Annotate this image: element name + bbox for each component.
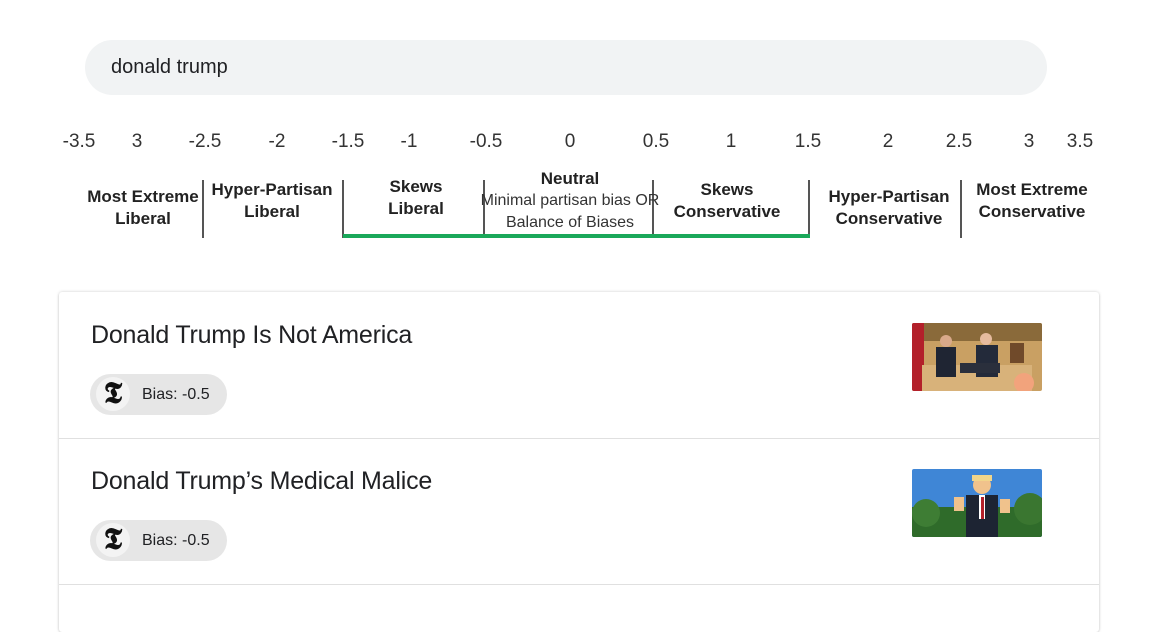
- results-list: Donald Trump Is Not America 𝕿 Bias: -0.5…: [59, 292, 1099, 632]
- scale-tick: -0.5: [469, 131, 503, 152]
- bias-label: Bias: -0.5: [142, 386, 210, 403]
- nyt-logo-icon: 𝕿: [96, 523, 130, 557]
- article-title[interactable]: Donald Trump’s Medical Malice: [91, 467, 433, 495]
- scale-tick: 1: [725, 131, 737, 152]
- bias-scale: -3.5 3 -2.5 -2 -1.5 -1 -0.5 0 0.5 1 1.5 …: [0, 125, 1155, 255]
- scale-divider: [483, 180, 485, 238]
- scale-tick: -2: [268, 131, 286, 152]
- category-neutral: Neutral Minimal partisan bias OR Balance…: [480, 169, 660, 231]
- balanced-range-highlight: [343, 234, 810, 238]
- category-skews-conservative: Skews Conservative: [673, 180, 781, 221]
- scale-tick: 3: [131, 131, 143, 152]
- bias-label: Bias: -0.5: [142, 532, 210, 549]
- scale-divider: [202, 180, 204, 238]
- category-most-extreme-liberal: Most Extreme Liberal: [87, 187, 199, 228]
- scale-tick: 0: [564, 131, 576, 152]
- category-hyper-partisan-liberal: Hyper-Partisan Liberal: [211, 180, 333, 221]
- search-bar[interactable]: [85, 40, 1047, 95]
- category-most-extreme-conservative: Most Extreme Conservative: [976, 180, 1088, 221]
- scale-tick: 3: [1023, 131, 1035, 152]
- nyt-logo-icon: 𝕿: [96, 377, 130, 411]
- scale-tick: 2: [882, 131, 894, 152]
- article-title[interactable]: Donald Trump Is Not America: [91, 321, 413, 349]
- scale-divider: [652, 180, 654, 238]
- search-input[interactable]: [111, 40, 1011, 95]
- article-thumbnail[interactable]: [912, 323, 1042, 391]
- scale-tick: -2.5: [188, 131, 222, 152]
- scale-tick: 2.5: [945, 131, 973, 152]
- scale-tick: 0.5: [642, 131, 670, 152]
- article-item[interactable]: Donald Trump Is Not America 𝕿 Bias: -0.5: [59, 292, 1099, 439]
- bias-chip[interactable]: 𝕿 Bias: -0.5: [90, 374, 227, 415]
- article-thumbnail[interactable]: [912, 469, 1042, 537]
- category-skews-liberal: Skews Liberal: [388, 177, 444, 218]
- scale-tick: 1.5: [794, 131, 822, 152]
- scale-divider: [960, 180, 962, 238]
- category-hyper-partisan-conservative: Hyper-Partisan Conservative: [828, 187, 950, 228]
- scale-tick: -1: [400, 131, 418, 152]
- scale-divider: [342, 180, 344, 238]
- scale-tick: -3.5: [62, 131, 96, 152]
- bias-chip[interactable]: 𝕿 Bias: -0.5: [90, 520, 227, 561]
- scale-tick: -1.5: [331, 131, 365, 152]
- scale-tick: 3.5: [1066, 131, 1094, 152]
- article-item[interactable]: Donald Trump’s Medical Malice 𝕿 Bias: -0…: [59, 438, 1099, 585]
- scale-divider: [808, 180, 810, 238]
